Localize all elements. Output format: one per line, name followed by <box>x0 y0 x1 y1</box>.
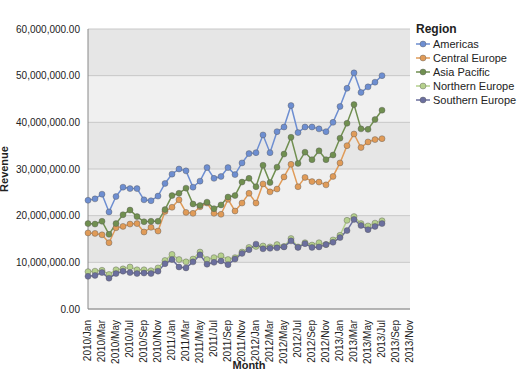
svg-text:2011/Sep: 2011/Sep <box>222 320 233 363</box>
svg-text:10,000,000.00: 10,000,000.00 <box>16 257 80 268</box>
svg-text:2010/Jan: 2010/Jan <box>82 320 93 361</box>
svg-text:2012/Jan: 2012/Jan <box>250 320 261 361</box>
svg-text:50,000,000.00: 50,000,000.00 <box>16 70 80 81</box>
svg-text:2010/Mar: 2010/Mar <box>96 319 107 362</box>
html-text:Region: Region <box>416 22 457 36</box>
html-text:Central Europe: Central Europe <box>433 52 507 64</box>
svg-text:30,000,000.00: 30,000,000.00 <box>16 164 80 175</box>
svg-text:2011/Jan: 2011/Jan <box>166 320 177 360</box>
svg-text:2010/May: 2010/May <box>110 320 121 364</box>
svg-text:Month: Month <box>233 359 266 371</box>
svg-text:2013/Mar: 2013/Mar <box>348 319 359 362</box>
svg-text:2013/May: 2013/May <box>362 320 373 364</box>
svg-text:2010/Nov: 2010/Nov <box>152 320 163 363</box>
svg-text:60,000,000.00: 60,000,000.00 <box>16 24 80 35</box>
svg-text:2010/Jul: 2010/Jul <box>124 320 135 358</box>
svg-text:2011/Nov: 2011/Nov <box>236 320 247 362</box>
svg-text:2013/Sep: 2013/Sep <box>390 320 401 363</box>
svg-text:2012/Sep: 2012/Sep <box>306 320 317 363</box>
html-text:Northern Europe: Northern Europe <box>433 80 515 92</box>
svg-text:2013/Jan: 2013/Jan <box>334 320 345 361</box>
html-text:Asia Pacific: Asia Pacific <box>433 66 490 78</box>
svg-text:20,000,000.00: 20,000,000.00 <box>16 210 80 221</box>
html-text:Americas: Americas <box>433 38 479 50</box>
svg-text:2012/Mar: 2012/Mar <box>264 319 275 362</box>
svg-text:2013/Nov: 2013/Nov <box>404 320 415 363</box>
svg-text:40,000,000.00: 40,000,000.00 <box>16 117 80 128</box>
svg-text:2012/Jul: 2012/Jul <box>292 320 303 358</box>
svg-text:2010/Sep: 2010/Sep <box>138 320 149 363</box>
svg-text:0.00: 0.00 <box>61 304 81 315</box>
html-text:Southern Europe: Southern Europe <box>433 94 517 106</box>
svg-text:Revenue: Revenue <box>8 146 10 192</box>
svg-text:2012/Nov: 2012/Nov <box>320 320 331 363</box>
svg-text:2011/Jul: 2011/Jul <box>208 320 219 357</box>
svg-text:2013/Jul: 2013/Jul <box>376 320 387 358</box>
svg-text:2012/May: 2012/May <box>278 320 289 364</box>
svg-text:2011/May: 2011/May <box>194 320 205 363</box>
svg-text:2011/Mar: 2011/Mar <box>180 319 191 361</box>
